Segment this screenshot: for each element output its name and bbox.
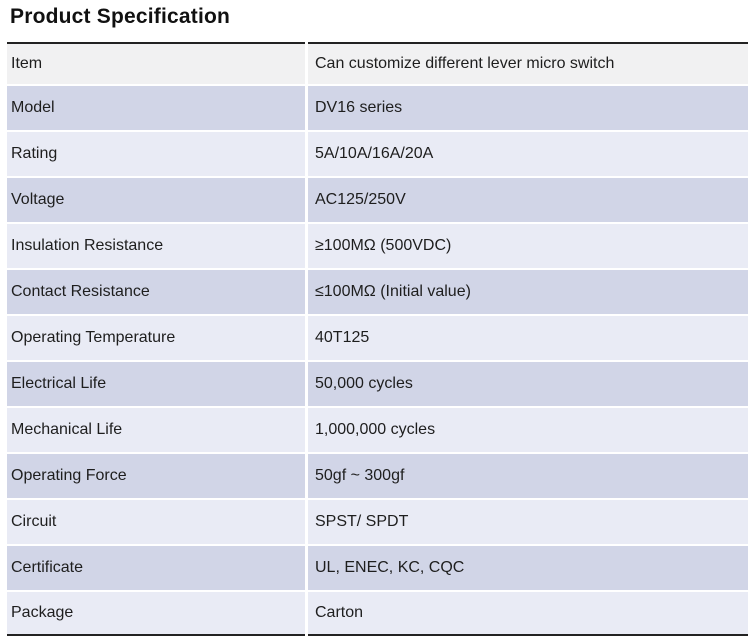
spec-row: Operating Force 50gf ~ 300gf [7, 454, 748, 498]
spec-row: Circuit SPST/ SPDT [7, 500, 748, 544]
spec-label-cell: Model [7, 86, 305, 130]
spec-row: Insulation Resistance ≥100MΩ (500VDC) [7, 224, 748, 268]
spec-value-cell: ≥100MΩ (500VDC) [308, 224, 748, 268]
spec-label-cell: Package [7, 592, 305, 636]
spec-label-cell: Rating [7, 132, 305, 176]
spec-row: Voltage AC125/250V [7, 178, 748, 222]
spec-value-cell: 5A/10A/16A/20A [308, 132, 748, 176]
spec-row: Electrical Life 50,000 cycles [7, 362, 748, 406]
spec-label-cell: Operating Temperature [7, 316, 305, 360]
spec-row: Rating 5A/10A/16A/20A [7, 132, 748, 176]
spec-value-cell: UL, ENEC, KC, CQC [308, 546, 748, 590]
spec-row: Mechanical Life 1,000,000 cycles [7, 408, 748, 452]
spec-label-cell: Voltage [7, 178, 305, 222]
spec-value-cell: SPST/ SPDT [308, 500, 748, 544]
spec-row: Operating Temperature 40T125 [7, 316, 748, 360]
spec-row: Item Can customize different lever micro … [7, 42, 748, 84]
spec-label-cell: Operating Force [7, 454, 305, 498]
spec-value-cell: AC125/250V [308, 178, 748, 222]
spec-value-cell: 1,000,000 cycles [308, 408, 748, 452]
spec-label-cell: Insulation Resistance [7, 224, 305, 268]
spec-label-cell: Circuit [7, 500, 305, 544]
spec-value-cell: 40T125 [308, 316, 748, 360]
spec-row: Certificate UL, ENEC, KC, CQC [7, 546, 748, 590]
spec-label-cell: Electrical Life [7, 362, 305, 406]
spec-value-cell: 50gf ~ 300gf [308, 454, 748, 498]
spec-table: Item Can customize different lever micro … [7, 42, 748, 638]
spec-label-cell: Certificate [7, 546, 305, 590]
spec-value-cell: 50,000 cycles [308, 362, 748, 406]
spec-row: Package Carton [7, 592, 748, 636]
spec-value-cell: ≤100MΩ (Initial value) [308, 270, 748, 314]
spec-row: Contact Resistance ≤100MΩ (Initial value) [7, 270, 748, 314]
spec-value-cell: DV16 series [308, 86, 748, 130]
page-title: Product Specification [10, 5, 231, 28]
spec-row: Model DV16 series [7, 86, 748, 130]
spec-value-cell: Carton [308, 592, 748, 636]
spec-label-cell: Mechanical Life [7, 408, 305, 452]
spec-value-cell: Can customize different lever micro swit… [308, 42, 748, 84]
spec-label-cell: Item [7, 42, 305, 84]
spec-label-cell: Contact Resistance [7, 270, 305, 314]
